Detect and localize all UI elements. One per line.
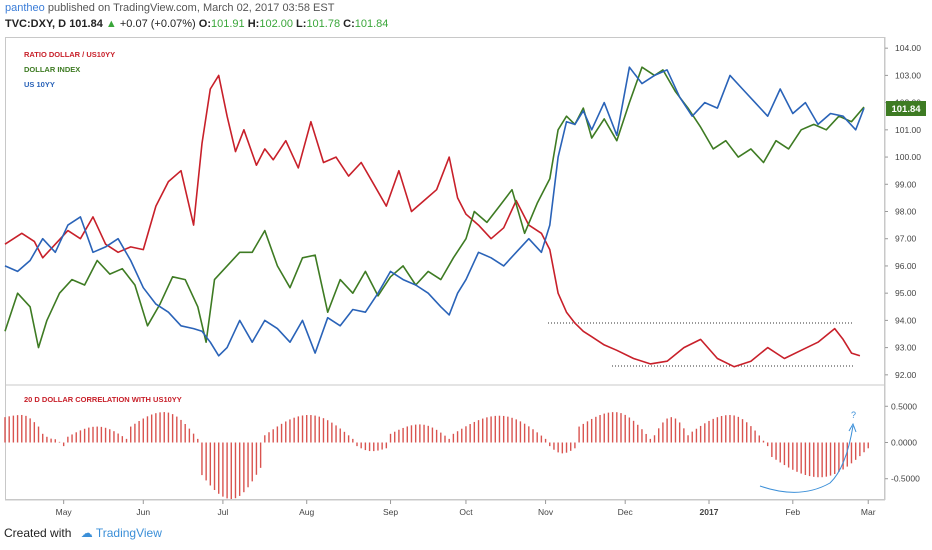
time-tick-label: Jul bbox=[217, 507, 228, 517]
high-value: 102.00 bbox=[259, 18, 293, 30]
close-value: 101.84 bbox=[354, 18, 389, 30]
time-tick-label: May bbox=[56, 507, 73, 517]
time-tick-label: Dec bbox=[618, 507, 634, 517]
annotation-arc bbox=[759, 425, 854, 493]
price-tick-label: 93.00 bbox=[895, 343, 917, 353]
publish-text: published on TradingView.com, March 02, … bbox=[47, 2, 335, 14]
price-axis[interactable]: 104.00103.00102.00101.00100.0099.0098.00… bbox=[885, 43, 921, 380]
price-lines bbox=[4, 66, 865, 368]
legend-dollar: DOLLAR INDEX bbox=[24, 65, 80, 74]
annotation-question: ? bbox=[851, 410, 856, 420]
price-change: +0.07 (+0.07%) bbox=[119, 18, 196, 30]
created-with-text: Created with bbox=[4, 526, 72, 540]
corr-bars bbox=[4, 412, 869, 499]
price-tick-label: 101.00 bbox=[895, 125, 921, 135]
time-tick-label: 2017 bbox=[700, 507, 719, 517]
time-tick-label: Oct bbox=[459, 507, 473, 517]
price-tick-label: 99.00 bbox=[895, 179, 917, 189]
symbol-info: TVC:DXY, D 101.84 ▲ +0.07 (+0.07%) O:101… bbox=[5, 18, 388, 30]
price-tick-label: 95.00 bbox=[895, 288, 917, 298]
low-label: L: bbox=[296, 18, 307, 30]
open-value: 101.91 bbox=[211, 18, 245, 30]
last-price: 101.84 bbox=[69, 18, 103, 30]
time-tick-label: Aug bbox=[299, 507, 314, 517]
low-value: 101.78 bbox=[306, 18, 341, 30]
time-tick-label: Nov bbox=[538, 507, 554, 517]
current-price-badge: 101.84 bbox=[886, 101, 926, 116]
price-tick-label: 94.00 bbox=[895, 315, 917, 325]
symbol-name: TVC:DXY, D bbox=[5, 18, 67, 30]
price-tick-label: 96.00 bbox=[895, 261, 917, 271]
corr-tick-label: 0.5000 bbox=[891, 401, 917, 411]
time-tick-label: Jun bbox=[136, 507, 150, 517]
dollar-index-line bbox=[4, 66, 865, 349]
time-axis[interactable]: May Jun Jul Aug Sep Oct Nov Dec 2017 Feb Mar bbox=[56, 500, 876, 517]
tradingview-link[interactable]: TradingView bbox=[95, 526, 162, 540]
tradingview-logo-icon[interactable]: ☁ bbox=[80, 526, 93, 540]
price-tick-label: 92.00 bbox=[895, 370, 917, 380]
legend-ratio: RATIO DOLLAR / US10YY bbox=[24, 50, 115, 59]
open-label: O: bbox=[198, 18, 211, 30]
price-tick-label: 98.00 bbox=[895, 207, 917, 217]
author-link[interactable]: pantheo bbox=[5, 2, 45, 14]
publish-info: pantheo published on TradingView.com, Ma… bbox=[5, 2, 334, 14]
legend-us10: US 10YY bbox=[24, 80, 55, 89]
corr-tick-label: -0.5000 bbox=[891, 474, 920, 484]
annotation-arrowhead bbox=[848, 422, 857, 433]
price-tick-label: 97.00 bbox=[895, 234, 917, 244]
high-label: H: bbox=[247, 18, 260, 30]
up-arrow-icon: ▲ bbox=[105, 18, 117, 30]
corr-tick-label: 0.0000 bbox=[891, 438, 917, 448]
corr-axis[interactable]: 0.5000 0.0000 -0.5000 bbox=[885, 401, 920, 484]
price-tick-label: 104.00 bbox=[895, 43, 921, 53]
ratio-line bbox=[4, 74, 861, 368]
time-tick-label: Mar bbox=[861, 507, 876, 517]
footer: Created with ☁ TradingView bbox=[4, 526, 162, 540]
current-price-label: 101.84 bbox=[891, 104, 921, 115]
time-tick-label: Feb bbox=[785, 507, 800, 517]
corr-title: 20 D DOLLAR CORRELATION WITH US10YY bbox=[24, 395, 182, 404]
price-tick-label: 103.00 bbox=[895, 70, 921, 80]
close-label: C: bbox=[343, 18, 355, 30]
us10yy-line bbox=[4, 66, 865, 357]
price-tick-label: 100.00 bbox=[895, 152, 921, 162]
time-tick-label: Sep bbox=[383, 507, 398, 517]
